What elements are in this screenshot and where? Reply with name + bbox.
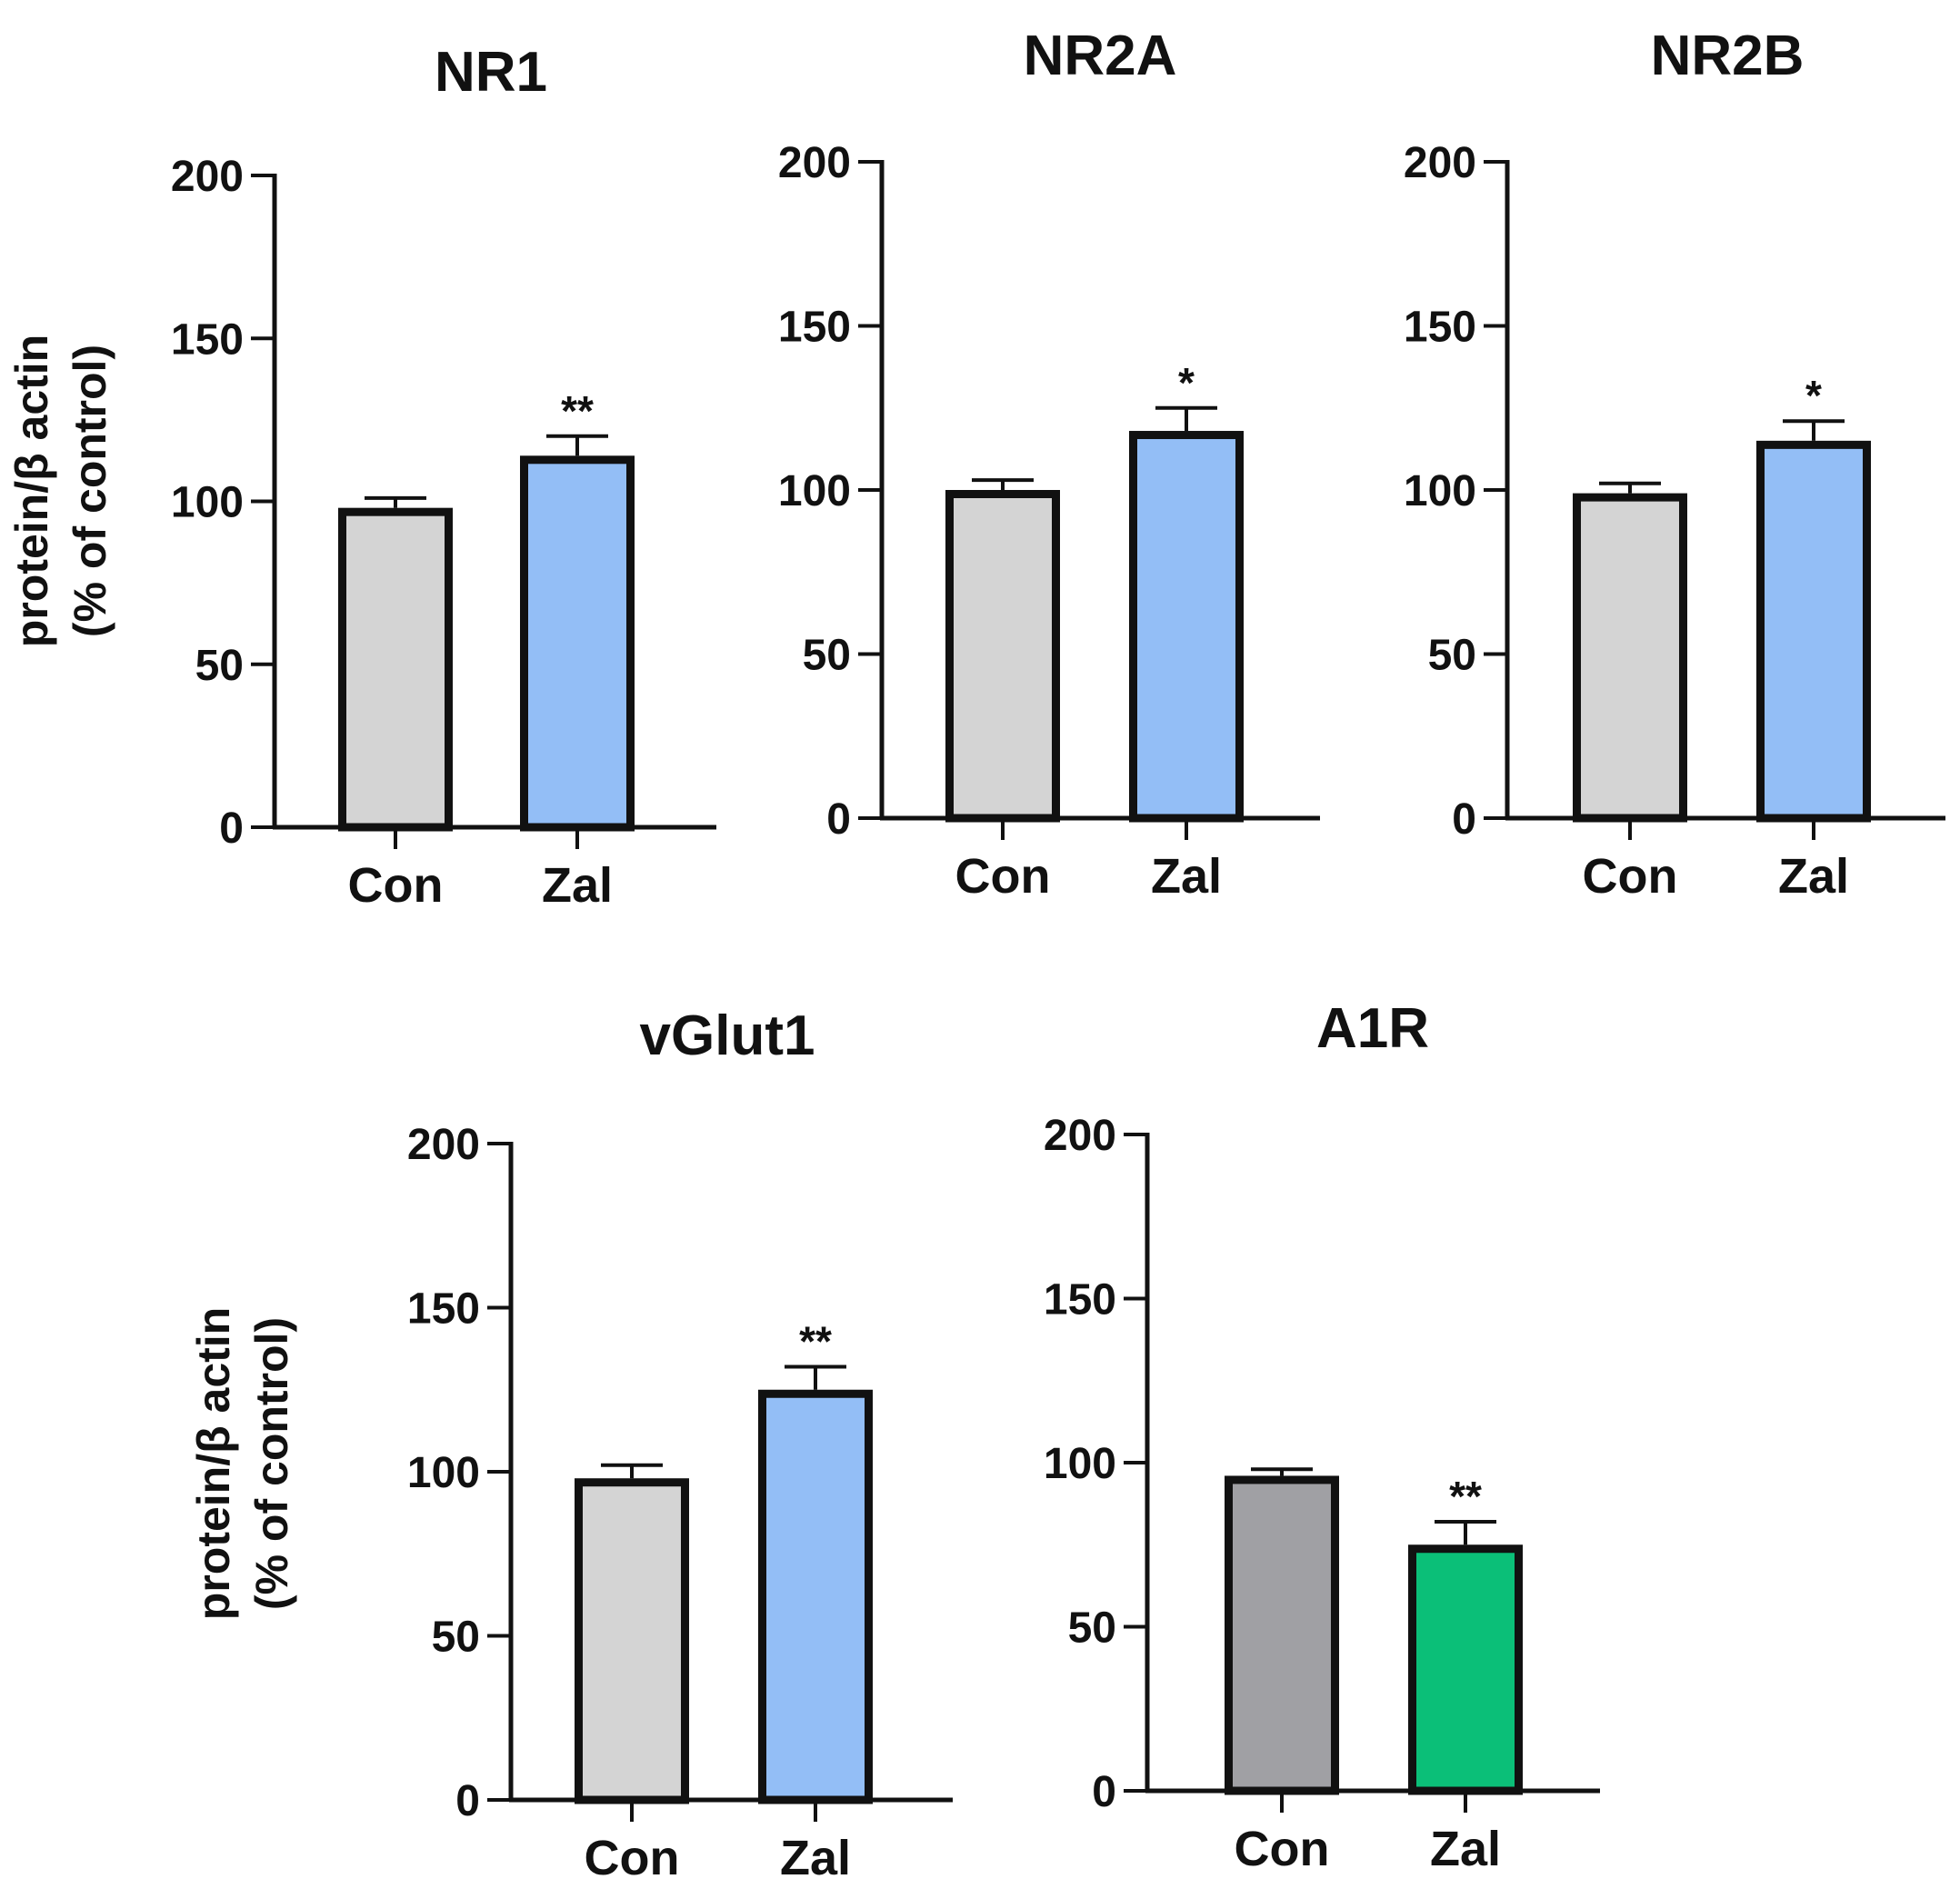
- ylabel-bottom-line2: (% of control): [246, 1317, 297, 1610]
- x-tick-label-con: Con: [1235, 1822, 1330, 1876]
- y-tick-label: 100: [1404, 467, 1476, 515]
- x-tick-label-con: Con: [348, 858, 444, 913]
- y-tick-label: 100: [778, 467, 851, 515]
- y-tick-label: 0: [455, 1777, 480, 1825]
- chart-title: NR1: [435, 41, 547, 104]
- ylabel-bottom-line1: protein/β actin: [188, 1307, 239, 1620]
- bar-con: [1573, 493, 1687, 823]
- bar-con: [945, 490, 1060, 823]
- chart-vglut1: vGlut1 0 50 100 150 200 Con Zal **: [407, 1004, 953, 1885]
- y-tick-label: 0: [826, 795, 851, 844]
- bar-con: [1225, 1475, 1339, 1795]
- y-tick-label: 200: [407, 1121, 480, 1169]
- chart-nr2a: NR2A 0 50 100 150 200 Con Zal *: [778, 25, 1320, 904]
- x-tick-label-con: Con: [585, 1831, 680, 1885]
- significance-marker-zal: **: [561, 387, 594, 435]
- bar-con: [575, 1478, 689, 1804]
- y-tick-label: 50: [195, 642, 244, 690]
- significance-marker-zal: *: [1805, 372, 1822, 419]
- x-tick-label-zal: Zal: [1151, 849, 1222, 904]
- y-tick-label: 150: [171, 315, 244, 364]
- bar-zal: [1408, 1544, 1523, 1795]
- ylabel-top: protein/β actin (% of control): [6, 335, 115, 647]
- bar-zal: [520, 455, 635, 832]
- x-tick-label-con: Con: [1583, 849, 1678, 904]
- y-tick-label: 0: [219, 805, 244, 853]
- x-tick-label-con: Con: [955, 849, 1051, 904]
- ylabel-bottom: protein/β actin (% of control): [188, 1307, 297, 1620]
- ylabel-top-line2: (% of control): [65, 345, 115, 637]
- chart-nr1: NR1 0 50 100 150 200 Con Zal **: [171, 41, 716, 913]
- chart-a1r: A1R 0 50 100 150 200 Con Zal **: [1044, 997, 1600, 1876]
- y-tick-label: 50: [1068, 1604, 1116, 1653]
- y-tick-label: 50: [803, 632, 851, 680]
- y-tick-label: 0: [1092, 1768, 1116, 1816]
- bar-zal: [1756, 440, 1871, 823]
- significance-marker-zal: **: [799, 1317, 832, 1364]
- y-tick-label: 150: [407, 1285, 480, 1334]
- x-tick-label-zal: Zal: [1778, 849, 1849, 904]
- chart-title: NR2A: [1024, 25, 1177, 87]
- chart-nr2b: NR2B 0 50 100 150 200 Con Zal *: [1404, 25, 1945, 904]
- y-tick-label: 50: [432, 1614, 480, 1662]
- y-tick-label: 100: [171, 479, 244, 527]
- significance-marker-zal: **: [1449, 1473, 1482, 1520]
- chart-title: A1R: [1316, 997, 1429, 1060]
- ylabel-top-line1: protein/β actin: [6, 335, 57, 647]
- bar-zal: [758, 1389, 873, 1804]
- y-tick-label: 200: [778, 139, 851, 187]
- x-tick-label-zal: Zal: [542, 858, 613, 913]
- y-tick-label: 50: [1428, 632, 1476, 680]
- y-tick-label: 200: [171, 153, 244, 201]
- y-tick-label: 150: [1044, 1276, 1116, 1324]
- y-tick-label: 100: [1044, 1440, 1116, 1488]
- y-tick-label: 150: [1404, 304, 1476, 352]
- bar-zal: [1129, 431, 1244, 823]
- chart-title: NR2B: [1651, 25, 1805, 87]
- y-tick-label: 0: [1452, 795, 1476, 844]
- x-tick-label-zal: Zal: [780, 1831, 851, 1885]
- chart-title: vGlut1: [640, 1004, 815, 1067]
- y-tick-label: 200: [1044, 1112, 1116, 1160]
- y-tick-label: 100: [407, 1449, 480, 1497]
- x-tick-label-zal: Zal: [1430, 1822, 1501, 1876]
- y-tick-label: 150: [778, 304, 851, 352]
- significance-marker-zal: *: [1178, 359, 1195, 406]
- y-tick-label: 200: [1404, 139, 1476, 187]
- bar-con: [338, 507, 453, 832]
